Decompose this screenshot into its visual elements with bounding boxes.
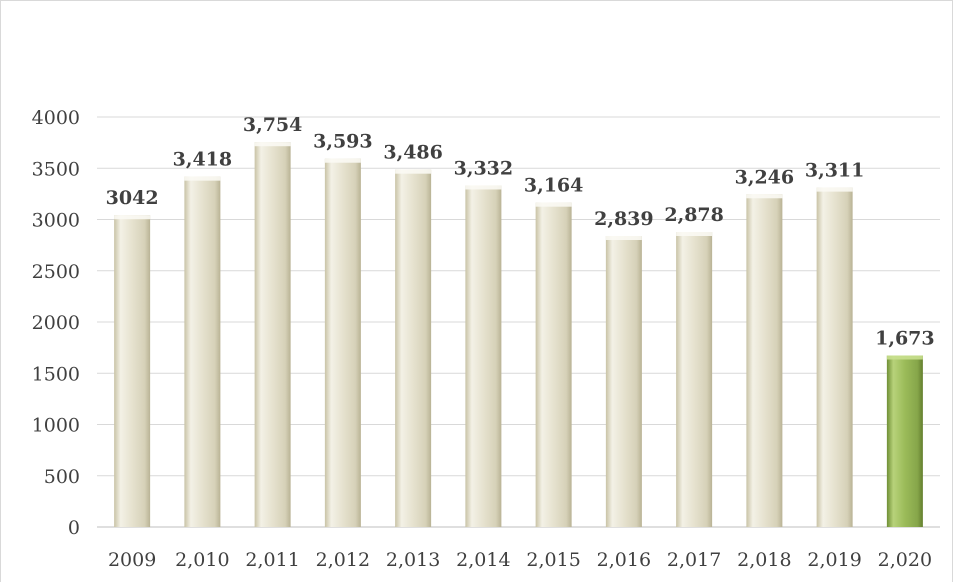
- y-tick-label: 1000: [32, 415, 80, 437]
- data-labels: 3042 3,418 3,754 3,593 3,486 3,332 3,164 2,839 2…: [106, 114, 935, 349]
- bar-body: [676, 232, 713, 527]
- data-label: 3,593: [313, 131, 373, 153]
- bar-top-highlight: [816, 187, 853, 192]
- bar-top-highlight: [676, 232, 713, 237]
- y-tick-label: 3500: [32, 158, 80, 180]
- x-axis: 2009 2,010 2,011 2,012 2,013 2,014 2,015 2,016 2…: [108, 549, 932, 571]
- y-tick-label: 3000: [32, 210, 80, 232]
- bar: [676, 232, 713, 527]
- bar-body: [816, 187, 853, 527]
- bar: [746, 194, 783, 527]
- x-tick-label: 2,017: [667, 549, 721, 571]
- x-tick-label: 2,020: [878, 549, 932, 571]
- bar-top-highlight: [254, 142, 291, 147]
- y-tick-label: 2000: [32, 312, 80, 334]
- bar-top-highlight: [465, 185, 502, 190]
- bar: [254, 142, 291, 527]
- bar-top-highlight: [605, 236, 642, 241]
- bar-body: [395, 169, 432, 527]
- bar-top-highlight: [114, 215, 151, 220]
- data-label: 3,418: [173, 149, 233, 171]
- bar: [184, 176, 221, 527]
- bar-body: [605, 236, 642, 527]
- x-tick-label: 2,019: [807, 549, 861, 571]
- bar: [395, 169, 432, 527]
- bar-top-highlight: [746, 194, 783, 199]
- bar-body: [886, 355, 923, 527]
- data-label: 3,486: [383, 142, 443, 164]
- bar: [886, 355, 923, 527]
- data-label: 3,164: [524, 175, 584, 197]
- bar: [324, 158, 361, 527]
- data-label: 3,246: [735, 166, 795, 188]
- y-tick-label: 2500: [32, 261, 80, 283]
- bar: [605, 236, 642, 527]
- y-axis: 0 500 1000 1500 2000 2500 3000 3500 4000: [32, 107, 80, 539]
- bar-body: [746, 194, 783, 527]
- bar-top-highlight: [324, 158, 361, 163]
- x-tick-label: 2,010: [175, 549, 229, 571]
- bar-body: [114, 215, 151, 527]
- x-tick-label: 2,015: [526, 549, 580, 571]
- data-label: 3,311: [805, 160, 865, 182]
- bar-top-highlight: [886, 355, 923, 360]
- bar-body: [535, 202, 572, 527]
- x-tick-label: 2,018: [737, 549, 791, 571]
- bar: [465, 185, 502, 527]
- y-tick-label: 500: [44, 466, 80, 488]
- bar-body: [465, 185, 502, 527]
- data-label: 1,673: [875, 328, 935, 350]
- x-tick-label: 2,016: [597, 549, 651, 571]
- bar: [114, 215, 151, 527]
- y-tick-label: 1500: [32, 363, 80, 385]
- data-label: 2,839: [594, 208, 654, 230]
- bar-top-highlight: [535, 202, 572, 207]
- y-tick-label: 0: [68, 517, 80, 539]
- bar-body: [184, 176, 221, 527]
- bars: [114, 142, 923, 527]
- data-label: 3042: [106, 187, 159, 209]
- x-tick-label: 2,014: [456, 549, 510, 571]
- x-tick-label: 2,012: [316, 549, 370, 571]
- bar-top-highlight: [184, 176, 221, 181]
- bar-body: [254, 142, 291, 527]
- data-label: 3,754: [243, 114, 303, 136]
- gridlines: [97, 116, 940, 528]
- y-tick-label: 4000: [32, 107, 80, 129]
- x-tick-label: 2,013: [386, 549, 440, 571]
- data-label: 2,878: [664, 204, 724, 226]
- data-label: 3,332: [454, 157, 514, 179]
- x-tick-label: 2009: [108, 549, 156, 571]
- x-tick-label: 2,011: [245, 549, 299, 571]
- bar: [535, 202, 572, 527]
- bar-top-highlight: [395, 169, 432, 174]
- bar-body: [324, 158, 361, 527]
- bar: [816, 187, 853, 527]
